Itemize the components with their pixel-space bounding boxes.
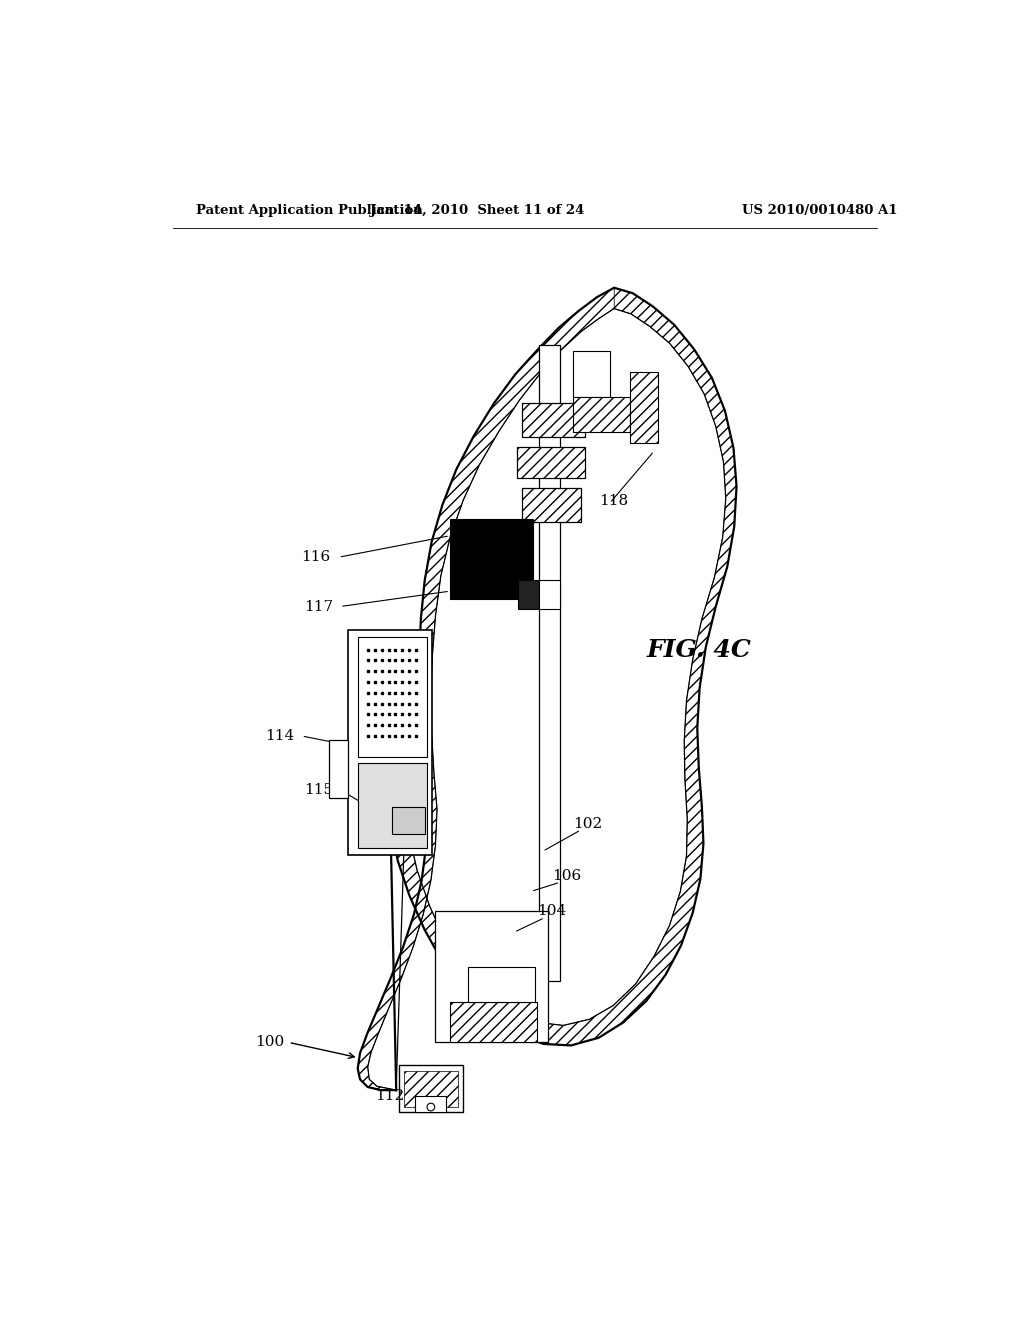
Polygon shape bbox=[451, 1002, 538, 1043]
Text: 112: 112 bbox=[376, 1089, 404, 1104]
Polygon shape bbox=[392, 807, 425, 834]
Text: 117: 117 bbox=[304, 599, 333, 614]
Text: 102: 102 bbox=[573, 817, 602, 832]
Polygon shape bbox=[357, 638, 427, 758]
Text: Patent Application Publication: Patent Application Publication bbox=[196, 205, 423, 218]
Polygon shape bbox=[521, 404, 585, 437]
Polygon shape bbox=[416, 1096, 446, 1111]
Text: 106: 106 bbox=[553, 869, 582, 883]
Polygon shape bbox=[539, 581, 560, 609]
Polygon shape bbox=[539, 345, 560, 981]
Text: 114: 114 bbox=[265, 729, 295, 743]
Polygon shape bbox=[357, 288, 614, 1090]
Polygon shape bbox=[435, 911, 548, 1043]
Text: FIG. 4C: FIG. 4C bbox=[646, 638, 752, 661]
Polygon shape bbox=[630, 372, 658, 444]
Polygon shape bbox=[388, 288, 736, 1045]
Polygon shape bbox=[521, 488, 581, 521]
Text: 118: 118 bbox=[599, 494, 628, 508]
Polygon shape bbox=[330, 739, 348, 797]
Text: 104: 104 bbox=[538, 904, 566, 919]
Polygon shape bbox=[451, 574, 532, 599]
Text: 116: 116 bbox=[301, 550, 331, 564]
Text: 115: 115 bbox=[304, 783, 333, 797]
Polygon shape bbox=[573, 397, 630, 432]
Polygon shape bbox=[398, 1065, 463, 1111]
Polygon shape bbox=[518, 581, 539, 609]
Polygon shape bbox=[348, 630, 432, 855]
Polygon shape bbox=[403, 1071, 458, 1107]
Text: 100: 100 bbox=[255, 1035, 285, 1049]
Polygon shape bbox=[573, 351, 609, 397]
Polygon shape bbox=[357, 763, 427, 847]
Text: Jan. 14, 2010  Sheet 11 of 24: Jan. 14, 2010 Sheet 11 of 24 bbox=[370, 205, 585, 218]
Text: US 2010/0010480 A1: US 2010/0010480 A1 bbox=[742, 205, 897, 218]
Polygon shape bbox=[517, 447, 585, 478]
Circle shape bbox=[427, 1104, 435, 1111]
Polygon shape bbox=[451, 519, 532, 574]
Polygon shape bbox=[468, 966, 535, 1002]
